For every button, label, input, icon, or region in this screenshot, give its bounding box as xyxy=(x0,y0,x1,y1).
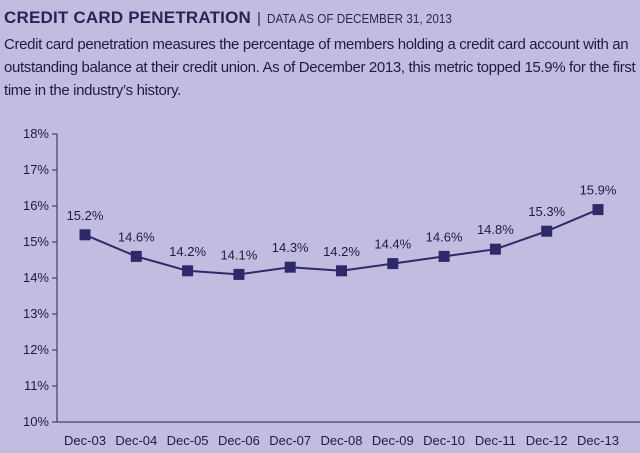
x-tick-label: Dec-08 xyxy=(321,433,363,448)
data-point-marker xyxy=(130,250,142,262)
x-tick-label: Dec-04 xyxy=(115,433,157,448)
data-label: 14.6% xyxy=(426,229,463,244)
x-tick-label: Dec-05 xyxy=(167,433,209,448)
data-label: 14.6% xyxy=(118,229,155,244)
y-tick-label: 10% xyxy=(23,414,49,429)
y-tick-label: 12% xyxy=(23,342,49,357)
x-tick-label: Dec-12 xyxy=(526,433,568,448)
data-point-marker xyxy=(438,250,450,262)
chart-description: Credit card penetration measures the per… xyxy=(4,36,636,99)
x-tick-label: Dec-11 xyxy=(475,433,516,448)
data-label: 14.2% xyxy=(323,244,360,259)
data-point-marker xyxy=(541,225,553,237)
x-axis-ticks: Dec-03 Dec-04 Dec-05 Dec-06 Dec-07 Dec-08 Dec-… xyxy=(64,433,619,448)
y-tick-label: 13% xyxy=(23,306,49,321)
chart-axes xyxy=(56,134,640,423)
x-tick-label: Dec-10 xyxy=(423,433,465,448)
header-separator: | xyxy=(257,10,261,27)
x-tick-label: Dec-06 xyxy=(218,433,260,448)
data-point-marker xyxy=(387,258,399,270)
data-point-marker xyxy=(233,268,245,280)
x-tick-label: Dec-09 xyxy=(372,433,414,448)
series-line-group xyxy=(84,208,599,276)
data-point-marker xyxy=(79,229,91,241)
x-tick-label: Dec-03 xyxy=(64,433,106,448)
y-tick-label: 16% xyxy=(23,198,49,213)
data-point-marker xyxy=(182,265,194,277)
data-point-marker xyxy=(592,204,604,216)
y-tick-label: 18% xyxy=(23,126,49,141)
x-tick-label: Dec-07 xyxy=(269,433,311,448)
y-tick-label: 15% xyxy=(23,234,49,249)
data-labels: 15.2% 14.6% 14.2% 14.1% 14.3% 14.2% 14.4% 14.6%… xyxy=(67,183,617,263)
data-label: 14.2% xyxy=(169,244,206,259)
data-point-marker xyxy=(489,243,501,255)
y-axis-ticks: 10% 11% 12% 13% 14% 15% 16% 17% 18% xyxy=(23,126,57,429)
y-tick-label: 17% xyxy=(23,162,49,177)
series-line xyxy=(84,208,599,276)
x-tick-label: Dec-13 xyxy=(577,433,619,448)
data-label: 14.4% xyxy=(374,237,411,252)
data-label: 15.2% xyxy=(67,208,104,223)
data-point-marker xyxy=(336,265,347,277)
y-tick-label: 11% xyxy=(24,378,49,393)
data-label: 14.3% xyxy=(272,240,309,255)
data-label: 15.3% xyxy=(528,204,565,219)
data-point-marker xyxy=(284,261,296,273)
data-label: 14.1% xyxy=(220,247,257,262)
chart-title: CREDIT CARD PENETRATION xyxy=(4,8,252,27)
chart-header: CREDIT CARD PENETRATION | DATA AS OF DECEM… xyxy=(4,8,636,28)
y-tick-label: 14% xyxy=(23,270,49,285)
series-markers xyxy=(79,204,604,280)
chart-subtitle: DATA AS OF DECEMBER 31, 2013 xyxy=(266,11,452,26)
data-label: 14.8% xyxy=(477,222,514,237)
data-label: 15.9% xyxy=(580,183,617,198)
